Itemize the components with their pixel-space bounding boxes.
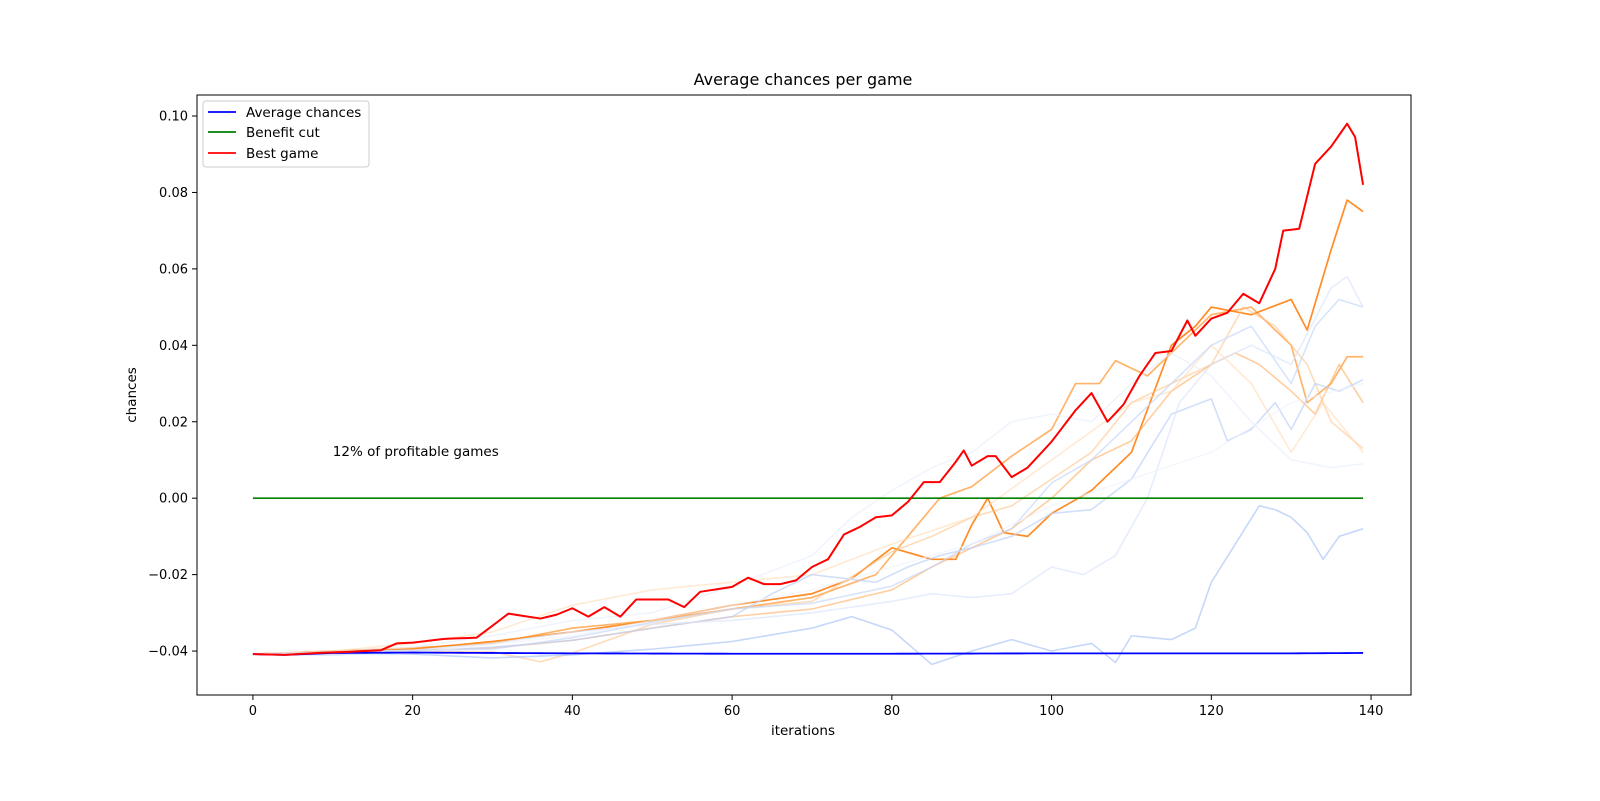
y-tick-label: −0.04 bbox=[148, 645, 188, 660]
series-line-best-game bbox=[252, 122, 1365, 656]
legend: Average chances Benefit cut Best game bbox=[202, 100, 370, 168]
series-line-average-chances bbox=[252, 651, 1364, 656]
game-line-11 bbox=[252, 382, 1364, 655]
x-tick-label: 20 bbox=[404, 704, 421, 719]
x-tick-label: 40 bbox=[564, 704, 581, 719]
legend-label-average-chances: Average chances bbox=[246, 105, 361, 121]
game-line-6 bbox=[252, 505, 1364, 666]
chart-title: Average chances per game bbox=[694, 70, 913, 89]
x-tick-label: 100 bbox=[1039, 704, 1064, 719]
y-tick-label: 0.02 bbox=[159, 415, 188, 430]
y-axis: −0.04 −0.02 0.00 0.02 0.04 0.06 0.08 0.10 bbox=[148, 110, 197, 660]
profitable-games-annotation: 12% of profitable games bbox=[333, 444, 499, 460]
game-line-10 bbox=[252, 352, 1364, 655]
game-line-9 bbox=[252, 275, 1364, 655]
y-tick-label: −0.02 bbox=[148, 568, 188, 583]
y-axis-label: chances bbox=[124, 367, 140, 423]
y-tick-label: 0.06 bbox=[159, 262, 188, 277]
x-tick-label: 120 bbox=[1199, 704, 1224, 719]
y-tick-label: 0.04 bbox=[159, 339, 188, 354]
plot-frame bbox=[196, 94, 1412, 696]
x-tick-label: 60 bbox=[724, 704, 741, 719]
y-tick-label: 0.08 bbox=[159, 186, 188, 201]
x-axis-label: iterations bbox=[771, 723, 835, 739]
x-tick-label: 80 bbox=[884, 704, 901, 719]
plot-content bbox=[252, 122, 1365, 666]
y-tick-label: 0.10 bbox=[159, 110, 188, 125]
legend-label-benefit-cut: Benefit cut bbox=[246, 125, 320, 141]
y-tick-label: 0.00 bbox=[159, 492, 188, 507]
game-line-2 bbox=[252, 306, 1364, 655]
legend-label-best-game: Best game bbox=[246, 146, 318, 162]
x-tick-label: 140 bbox=[1359, 704, 1384, 719]
x-axis: 0 20 40 60 80 100 120 140 bbox=[249, 695, 1384, 719]
legend-box bbox=[202, 100, 370, 168]
x-tick-label: 0 bbox=[249, 704, 257, 719]
